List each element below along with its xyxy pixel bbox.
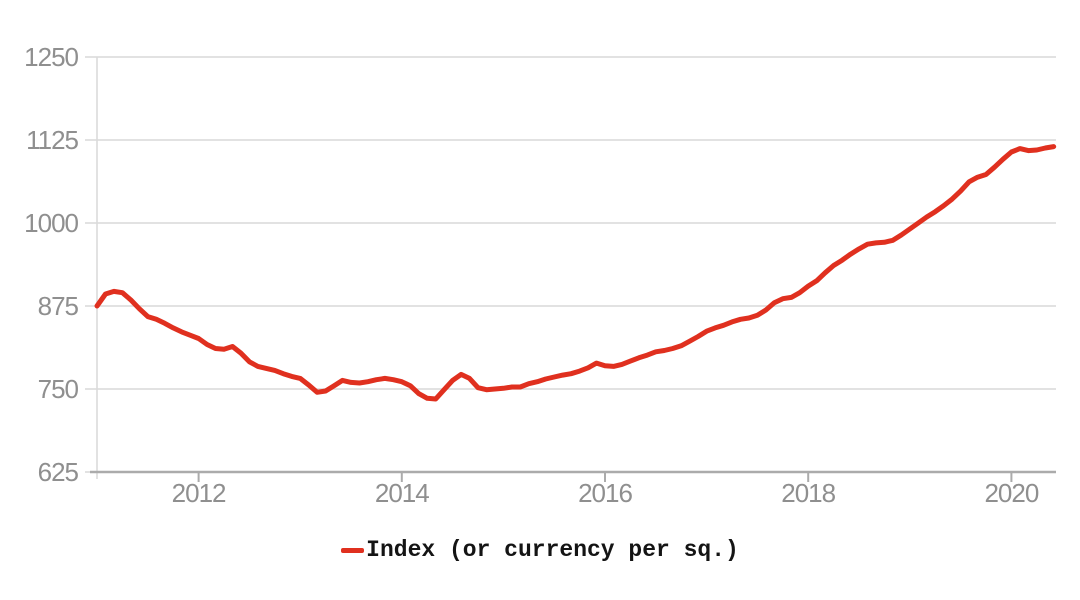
legend-line-marker [341,547,365,553]
y-axis-label: 625 [38,457,79,487]
x-axis-label: 2018 [781,478,835,508]
x-axis-label: 2014 [375,478,429,508]
y-axis-label: 1250 [24,42,78,72]
x-axis-label: 2012 [172,478,226,508]
legend-label: Index (or currency per sq.) [366,537,739,563]
x-axis-label: 2016 [578,478,632,508]
legend: Index (or currency per sq.) [0,537,1080,563]
y-axis-label: 875 [38,291,79,321]
y-axis-label: 750 [38,374,79,404]
data-line [94,144,1057,402]
x-axis-label: 2020 [984,478,1038,508]
y-axis-label: 1000 [24,208,78,238]
y-axis-label: 1125 [26,125,78,155]
